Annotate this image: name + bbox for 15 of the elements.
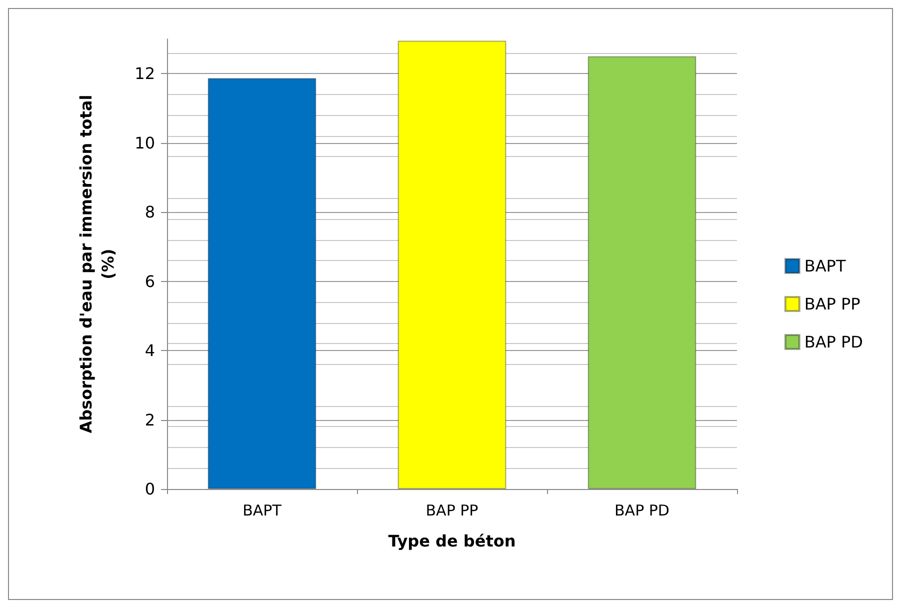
legend-label: BAP PP (804, 294, 861, 314)
x-tick-label: BAP PP (426, 502, 478, 520)
legend-label: BAPT (804, 256, 846, 276)
y-axis-title: Absorption d'eau par immersion total (%) (76, 94, 118, 434)
x-tick-label: BAPT (242, 502, 282, 520)
y-tick-label: 8 (144, 202, 155, 222)
legend-label: BAP PD (804, 332, 863, 352)
x-axis-title: Type de béton (388, 532, 516, 550)
x-tick-label: BAP PD (614, 502, 670, 520)
y-tick-label: 6 (144, 272, 155, 291)
y-tick-label: 4 (144, 341, 155, 360)
y-tick-label: 12 (134, 64, 155, 84)
y-tick-label: 0 (144, 480, 155, 498)
y-tick-label: 10 (134, 133, 155, 152)
y-tick-label: 2 (144, 410, 155, 430)
